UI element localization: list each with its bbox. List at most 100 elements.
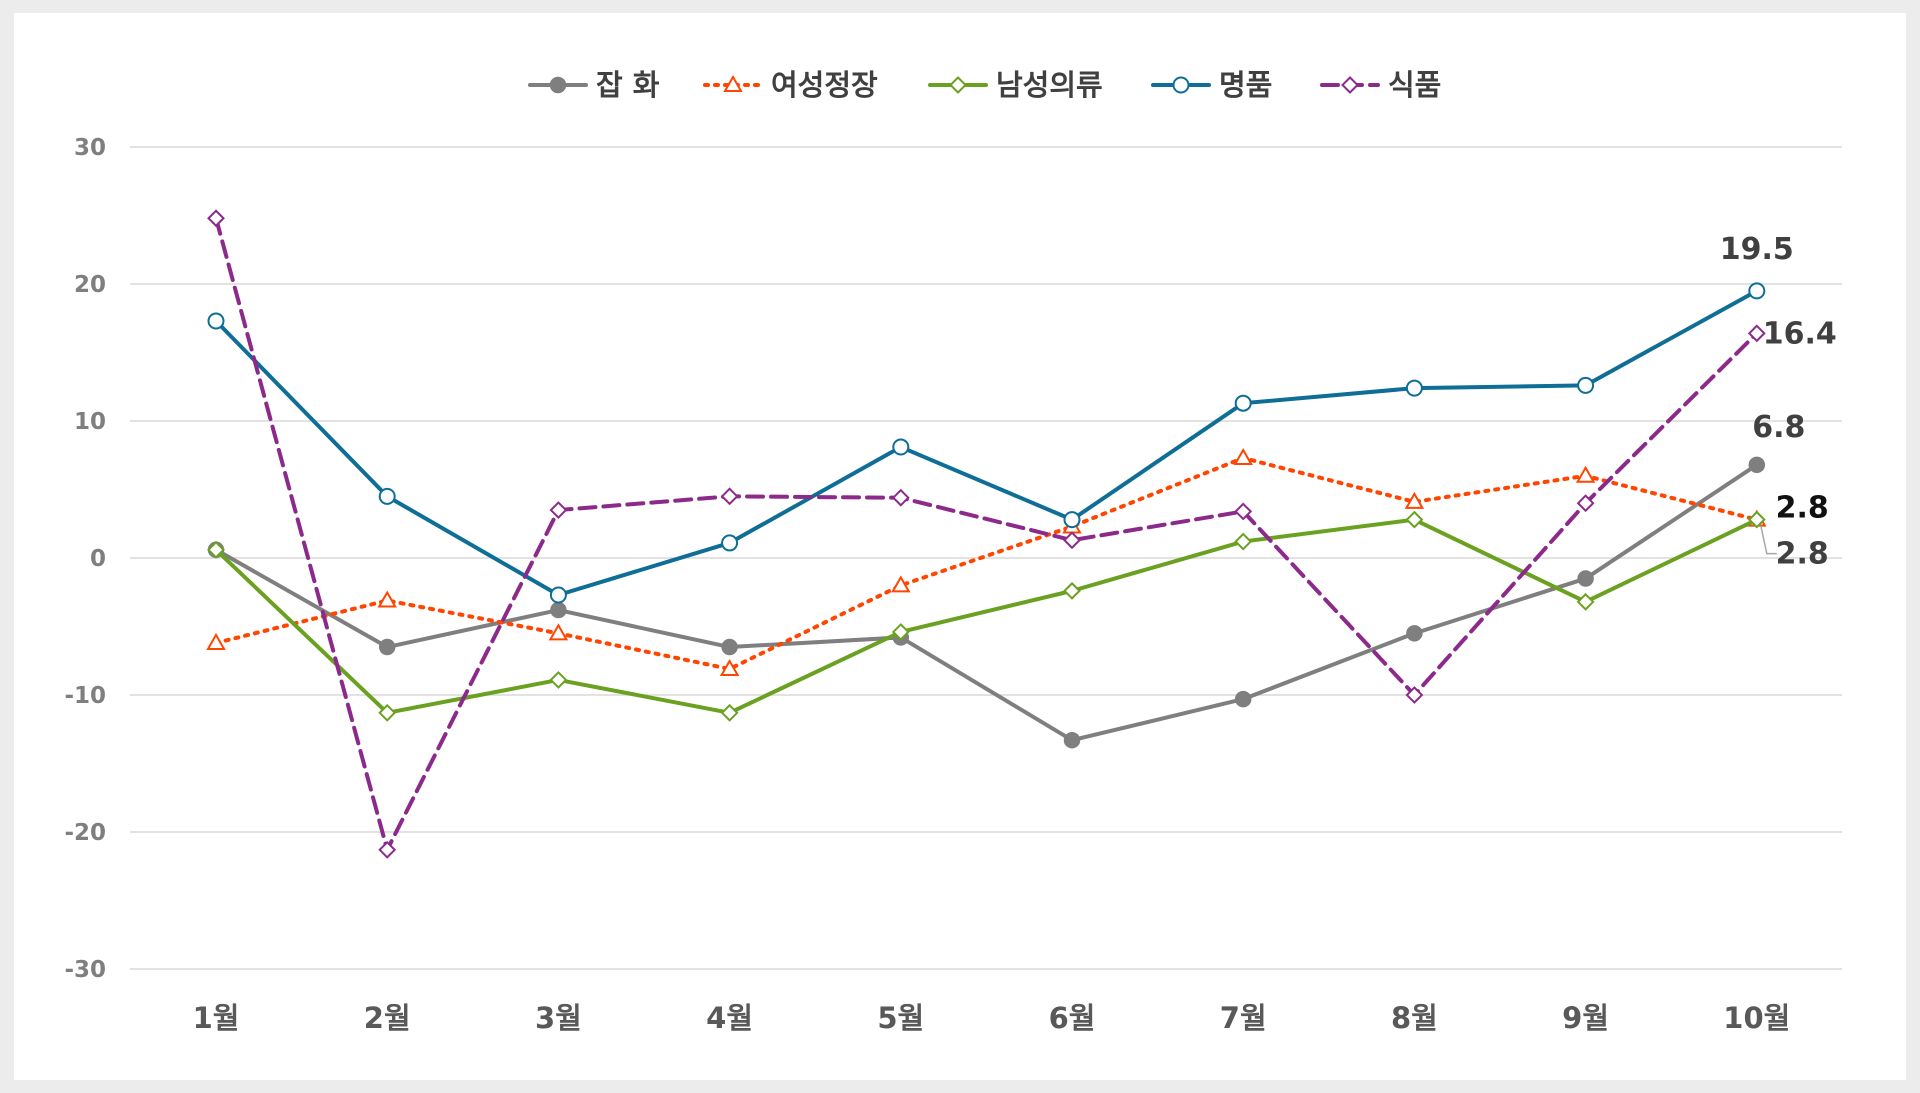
series-2-point-1 [378,703,397,722]
y-tick-label-6: 30 [74,135,106,161]
y-tick-label-4: 10 [74,409,106,435]
data-label-4: 16.4 [1763,316,1837,351]
series-3 [207,282,1766,604]
series-1-point-3 [719,658,740,676]
series-0-point-2 [550,601,567,619]
series-2-point-3 [720,703,739,722]
series-3-point-6 [1234,394,1252,412]
y-tick-label-3: 0 [90,546,106,572]
series-lines [206,209,1767,859]
series-2-point-2 [549,671,568,689]
series-0-point-5 [1063,731,1081,749]
series-2-point-8 [1576,592,1595,611]
series-0-point-3 [721,638,738,656]
legend-marker-3 [1172,76,1190,94]
series-4-point-0 [207,209,225,228]
legend-marker-0 [549,76,567,94]
series-3-point-3 [721,534,739,552]
series-line-4 [214,216,1759,852]
series-3-point-5 [1063,511,1081,529]
chart-frame [14,13,1906,1080]
series-line-2 [214,517,1759,715]
series-3-point-4 [892,438,910,456]
x-tick-label-9: 10월 [1723,1001,1790,1035]
series-3-point-1 [378,487,396,505]
x-tick-label-0: 1월 [193,1001,240,1035]
series-line-1 [214,455,1759,671]
series-3-point-8 [1577,376,1595,394]
series-3-point-2 [549,586,567,604]
series-4-point-1 [378,840,397,859]
series-4-point-2 [549,501,568,519]
series-line-3 [214,288,1759,597]
legend-marker-4 [1341,76,1359,94]
series-3-point-0 [207,312,225,330]
series-4 [207,209,1766,859]
series-4-point-5 [1063,531,1081,550]
series-0-point-8 [1577,570,1594,587]
legend-item-3: 명품 [1151,68,1272,102]
y-tick-label-1: -20 [64,820,106,846]
data-label-1: 2.8 [1776,491,1829,526]
series-2-point-5 [1063,581,1081,600]
x-tick-label-5: 6월 [1049,1001,1096,1035]
y-tick-label-0: -30 [64,957,106,983]
legend-label-4: 식품 [1388,68,1441,102]
series-1-point-6 [1233,447,1253,465]
legend-label-1: 여성정장 [771,68,878,102]
data-label-0: 6.8 [1752,410,1805,445]
data-label-3: 19.5 [1720,232,1794,267]
series-line-0 [214,462,1759,743]
series-3-point-7 [1405,379,1423,397]
series-0-point-1 [378,638,396,656]
x-tick-label-7: 8월 [1391,1001,1438,1035]
x-axis-ticks: 1월 2월 3월 4월 5월 6월 7월 8월 9월 10월 [193,1001,1791,1035]
series-4-point-8 [1576,494,1595,513]
series-1-point-1 [377,590,397,608]
series-0-point-7 [1406,625,1423,642]
series-2-point-7 [1405,510,1424,529]
legend-item-1: 여성정장 [703,68,878,102]
x-tick-label-4: 5월 [877,1001,924,1035]
x-tick-label-6: 7월 [1220,1001,1267,1035]
legend-marker-1 [723,74,743,92]
legend-label-0: 잡 화 [596,68,660,102]
series-2-point-4 [891,623,910,641]
legend-item-4: 식품 [1320,68,1441,102]
series-2-point-6 [1234,532,1253,551]
y-axis-ticks: -30 -20 -10 0 10 20 30 [64,135,106,983]
series-4-point-4 [891,488,910,507]
series-1-point-8 [1575,465,1596,483]
y-tick-label-5: 20 [74,272,106,298]
series-4-point-6 [1234,502,1253,521]
x-tick-label-2: 3월 [535,1001,582,1035]
grid-lines [130,146,1842,970]
series-1-point-7 [1404,491,1425,509]
series-4-point-9 [1747,324,1766,343]
series-1-point-4 [891,575,911,593]
series-4-point-7 [1405,686,1424,704]
x-tick-label-3: 4월 [706,1001,753,1035]
series-2-point-9 [1747,510,1766,529]
series-2 [207,510,1766,722]
legend-item-0: 잡 화 [528,68,660,102]
series-2-point-0 [207,540,225,559]
series-0-point-6 [1234,690,1252,708]
legend: 잡 화 여성정장 남성의류 명품 식품 [528,68,1441,102]
legend-label-2: 남성의류 [996,68,1103,102]
data-labels: 6.8 2.8 2.8 19.5 16.4 [1720,232,1837,572]
data-label-2: 2.8 [1776,537,1829,572]
series-3-point-9 [1748,282,1766,300]
series-4-point-3 [720,487,739,506]
series-0-point-9 [1748,456,1766,474]
series-1-point-0 [206,632,226,650]
x-tick-label-8: 9월 [1562,1001,1609,1035]
legend-label-3: 명품 [1219,68,1272,102]
y-tick-label-2: -10 [64,683,106,709]
series-1-point-2 [548,623,569,641]
x-tick-label-1: 2월 [364,1001,411,1035]
legend-marker-2 [949,76,967,94]
leader-line-2 [1760,525,1777,555]
legend-item-2: 남성의류 [928,68,1103,102]
